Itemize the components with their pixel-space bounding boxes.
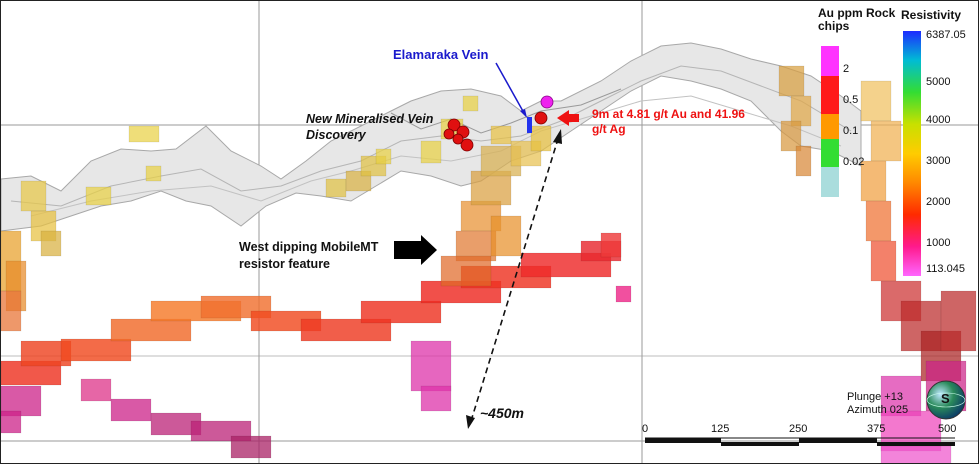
resistivity-voxel bbox=[780, 120, 802, 152]
discovery-label: New Mineralised Vein Discovery bbox=[306, 111, 433, 143]
resistivity-legend-title: Resistivity bbox=[901, 8, 962, 22]
scale-bar-tick: 500 bbox=[938, 423, 957, 435]
resistivity-voxel bbox=[440, 255, 492, 287]
resistivity-voxel bbox=[80, 378, 112, 402]
au-legend-tick: 0.1 bbox=[843, 125, 859, 137]
resistivity-voxel bbox=[110, 318, 192, 342]
discovery-label-line2: Discovery bbox=[306, 128, 366, 142]
plunge-readout: Plunge +13 bbox=[847, 391, 903, 403]
scale-bar-tick: 0 bbox=[642, 423, 649, 435]
resistivity-voxel bbox=[860, 80, 892, 122]
au-legend-colorbar bbox=[821, 46, 839, 197]
resistivity-voxel bbox=[870, 120, 902, 162]
resistivity-voxel bbox=[300, 318, 392, 342]
azimuth-readout: Azimuth 025 bbox=[847, 404, 909, 416]
resistivity-voxel bbox=[375, 148, 392, 165]
au-legend-tick: 0.5 bbox=[843, 94, 859, 106]
resistivity-legend-colorbar bbox=[903, 31, 921, 276]
resistor-label-line2: resistor feature bbox=[239, 257, 331, 271]
resistivity-voxel bbox=[600, 232, 622, 258]
orientation-globe-icon bbox=[926, 380, 966, 420]
resistivity-voxel bbox=[940, 290, 977, 352]
resistor-label-line1: West dipping MobileMT bbox=[239, 240, 379, 254]
resistivity-voxel bbox=[128, 125, 160, 143]
resistivity-legend-tick: 3000 bbox=[926, 155, 951, 167]
resistivity-voxel bbox=[865, 200, 892, 242]
resistivity-voxel bbox=[420, 140, 442, 164]
resistivity-voxel bbox=[490, 215, 522, 257]
topographic-surface bbox=[1, 42, 862, 232]
resistivity-voxel bbox=[20, 180, 47, 212]
au-legend-tick: 2 bbox=[843, 63, 850, 75]
resistivity-legend-tick: 1000 bbox=[926, 237, 951, 249]
discovery-label-line1: New Mineralised Vein bbox=[306, 112, 434, 126]
compass-letter: S bbox=[941, 391, 950, 406]
resistivity-voxel bbox=[1, 410, 22, 434]
resistivity-voxel bbox=[490, 125, 512, 145]
resistivity-voxel bbox=[325, 178, 347, 198]
resistivity-voxel bbox=[880, 375, 922, 417]
resistivity-voxel bbox=[470, 170, 512, 206]
resistivity-legend-tick: 6387.05 bbox=[926, 29, 966, 41]
au-legend-title-line2: chips bbox=[818, 19, 850, 33]
resistivity-voxel bbox=[778, 65, 805, 97]
resistivity-voxel bbox=[60, 338, 132, 362]
resistor-feature-label: West dipping MobileMT resistor feature bbox=[239, 239, 378, 273]
orientation-readout: Plunge +13 Azimuth 025 bbox=[847, 391, 908, 417]
resistivity-voxel bbox=[410, 340, 452, 392]
depth-label: ~450m bbox=[480, 405, 524, 421]
resistivity-voxel bbox=[40, 230, 62, 257]
rock-chip-samples bbox=[443, 95, 554, 152]
resistivity-voxels bbox=[1, 65, 977, 463]
resistivity-voxel bbox=[530, 125, 552, 152]
resistivity-voxel bbox=[462, 95, 479, 112]
elamaraka-vein-label: Elamaraka Vein bbox=[393, 47, 489, 62]
au-legend-tick: 0.02 bbox=[843, 156, 865, 168]
au-legend-title-line1: Au ppm Rock bbox=[818, 6, 896, 20]
resistivity-voxel bbox=[615, 285, 632, 303]
resistivity-voxel bbox=[420, 385, 452, 412]
annotation-arrows bbox=[394, 62, 579, 429]
resistivity-voxel bbox=[1, 290, 22, 332]
au-legend-title: Au ppm Rock chips bbox=[818, 7, 895, 33]
intercept-label-line1: 9m at 4.81 g/t Au and 41.96 bbox=[592, 107, 745, 121]
scale-bar-tick: 250 bbox=[789, 423, 808, 435]
scale-bar-tick: 125 bbox=[711, 423, 730, 435]
resistivity-voxel bbox=[870, 240, 897, 282]
resistivity-voxel bbox=[860, 160, 887, 202]
scale-bar bbox=[645, 437, 955, 446]
resistivity-legend-tick: 5000 bbox=[926, 76, 951, 88]
resistivity-voxel bbox=[145, 165, 162, 182]
resistivity-voxel bbox=[880, 445, 952, 463]
resistivity-voxel bbox=[85, 186, 112, 206]
resistivity-voxel bbox=[795, 145, 812, 177]
resistivity-voxel bbox=[110, 398, 152, 422]
resistivity-legend-tick: 113.045 bbox=[926, 263, 965, 275]
resistivity-voxel bbox=[360, 300, 442, 324]
resistivity-legend-tick: 2000 bbox=[926, 196, 951, 208]
scale-bar-tick: 375 bbox=[867, 423, 886, 435]
resistivity-legend-tick: 4000 bbox=[926, 114, 951, 126]
intercept-label-line2: g/t Ag bbox=[592, 122, 626, 136]
resistivity-voxel bbox=[230, 435, 272, 459]
intercept-label: 9m at 4.81 g/t Au and 41.96 g/t Ag bbox=[592, 107, 745, 137]
